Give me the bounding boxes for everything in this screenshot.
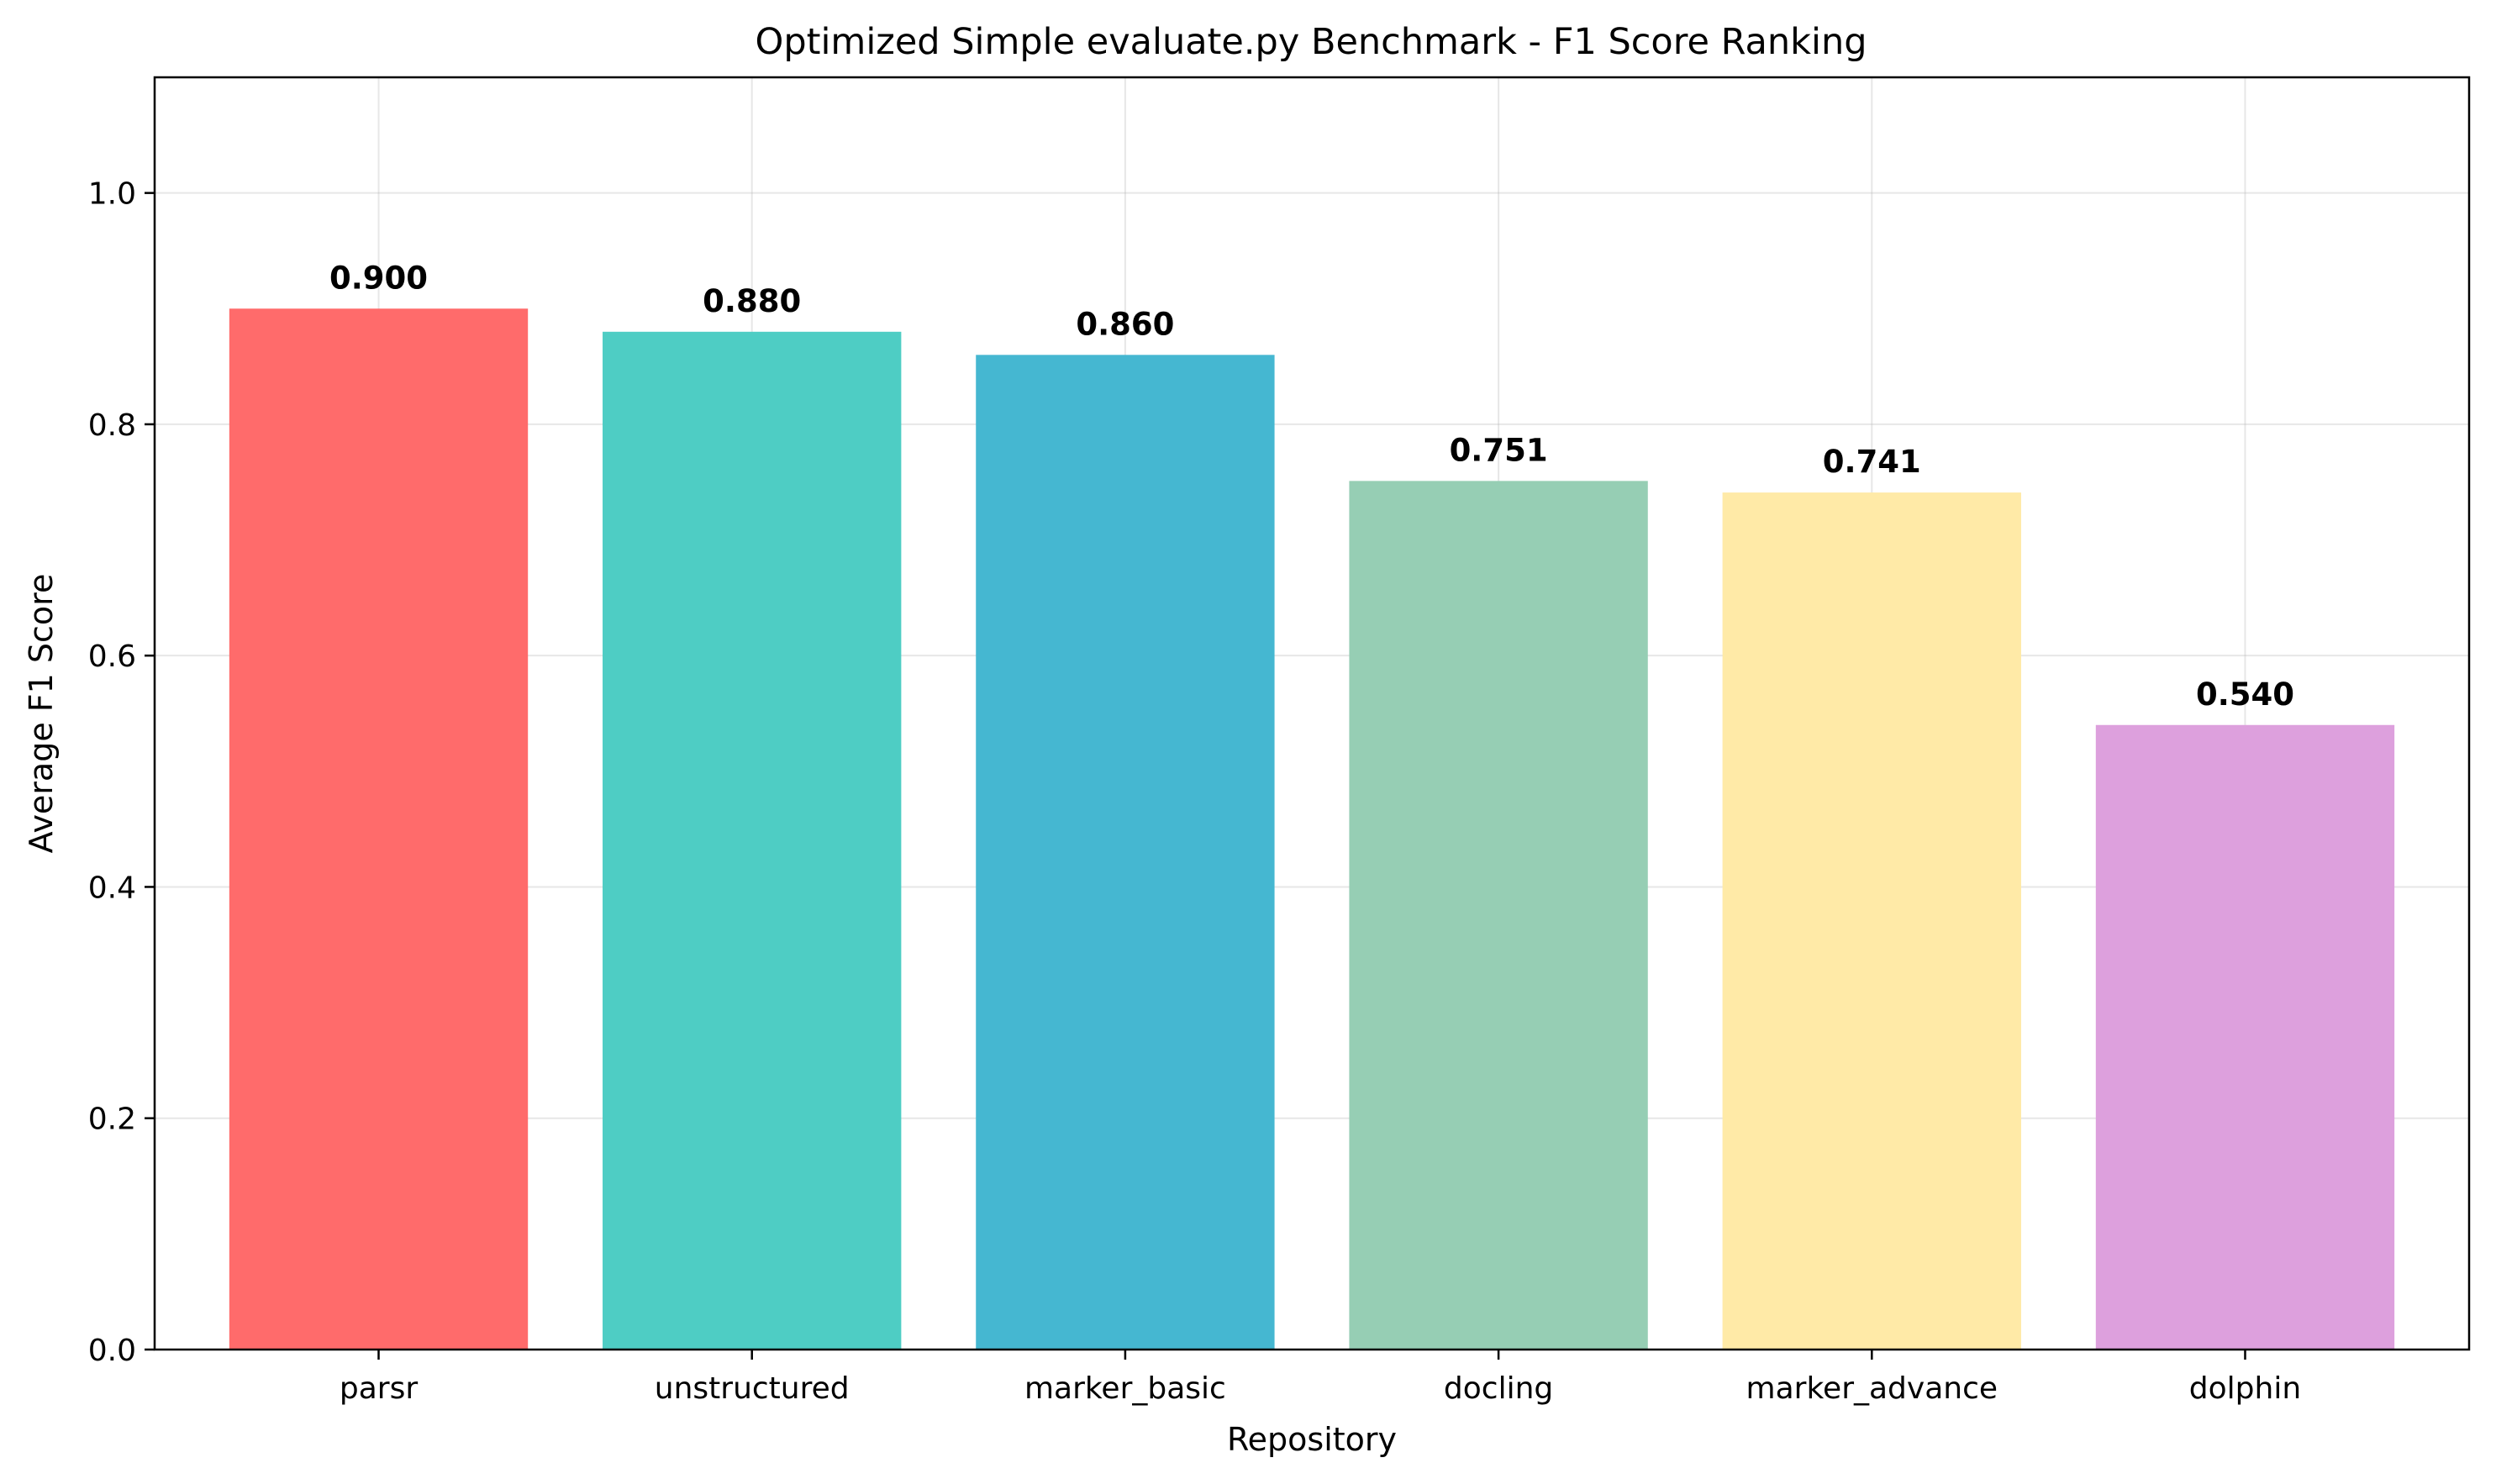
y-tick-label: 0.4 [88,871,136,905]
x-axis-ticks: parsr unstructured marker_basic docling mark… [340,1350,2301,1406]
x-tick-label-marker_basic: marker_basic [1024,1371,1226,1406]
data-labels: 0.900 0.880 0.860 0.751 0.741 0.540 [329,260,2294,712]
x-tick-label-marker_advance: marker_advance [1746,1371,1998,1406]
y-axis-label: Average F1 Score [23,574,60,854]
x-tick-label-docling: docling [1444,1371,1553,1406]
x-tick-label-dolphin: dolphin [2189,1371,2301,1406]
x-tick-label-parsr: parsr [340,1371,418,1406]
plot-frame [153,76,2471,1351]
data-label-unstructured: 0.880 [703,283,801,319]
data-label-parsr: 0.900 [329,260,428,296]
bar-marker_advance [1722,492,2021,1350]
data-label-dolphin: 0.540 [2196,676,2294,713]
data-label-marker_advance: 0.741 [1823,444,1921,480]
x-tick-label-unstructured: unstructured [655,1371,850,1406]
bar-marker_basic [976,355,1275,1350]
bar-parsr [229,308,529,1350]
bar-unstructured [603,331,902,1350]
bars [229,308,2395,1350]
chart-title: Optimized Simple evaluate.py Benchmark -… [755,21,1867,63]
data-label-marker_basic: 0.860 [1076,306,1174,342]
data-label-docling: 0.751 [1450,432,1548,468]
bar-docling [1349,481,1648,1350]
y-tick-label: 1.0 [88,177,136,212]
y-axis-ticks: 0.0 0.2 0.4 0.6 0.8 1.0 [88,177,155,1368]
y-tick-label: 0.2 [88,1102,136,1137]
y-tick-label: 0.6 [88,639,136,674]
x-axis-label: Repository [1227,1421,1397,1458]
bar-dolphin [2095,724,2395,1350]
y-tick-label: 0.0 [88,1334,136,1368]
y-tick-label: 0.8 [88,408,136,443]
